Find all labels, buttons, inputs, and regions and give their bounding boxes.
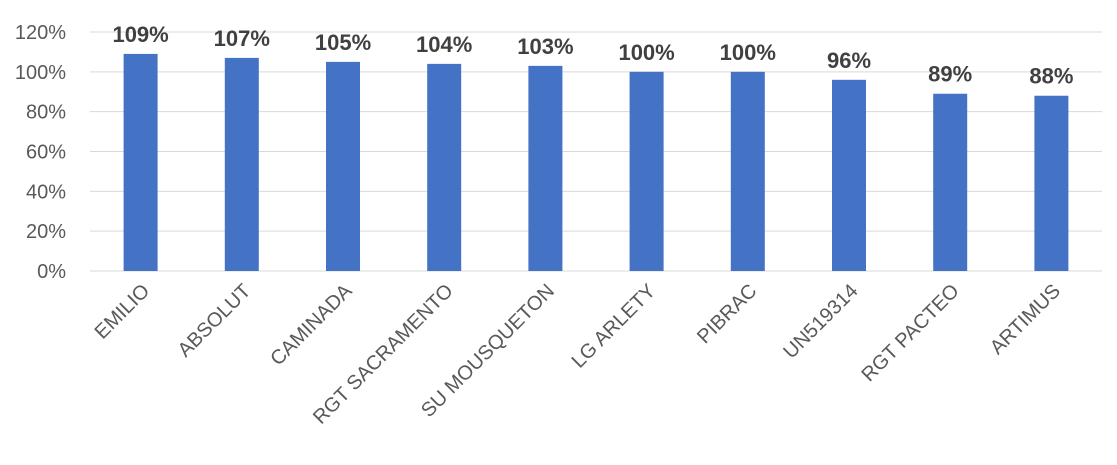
- data-label: 89%: [928, 62, 972, 87]
- x-tick-label: RGT PACTEO: [858, 280, 964, 386]
- data-label: 105%: [315, 30, 371, 55]
- y-tick-label: 0%: [37, 261, 66, 283]
- data-label: 100%: [720, 40, 776, 65]
- x-tick-label: CAMINADA: [266, 280, 357, 371]
- y-tick-label: 60%: [26, 142, 66, 164]
- bar: [933, 93, 968, 271]
- data-label: 103%: [517, 34, 573, 59]
- bar: [629, 71, 664, 271]
- x-tick-label: PIBRAC: [693, 280, 761, 348]
- x-tick-label: ABSOLUT: [174, 280, 256, 362]
- bar: [326, 61, 360, 271]
- data-label: 88%: [1029, 64, 1073, 89]
- bar: [730, 71, 765, 271]
- data-labels: 109% 107% 105% 104% 103% 100% 100% 96% 89% 88%: [112, 22, 1073, 89]
- bars: [123, 53, 1069, 272]
- bar: [427, 63, 462, 271]
- x-tick-label: UN519314: [779, 280, 862, 363]
- y-axis-tick-labels: 0% 20% 40% 60% 80% 100% 120%: [15, 22, 66, 283]
- y-tick-label: 20%: [26, 221, 66, 243]
- x-tick-label: EMILIO: [91, 280, 154, 343]
- bar: [224, 57, 259, 272]
- y-tick-label: 80%: [26, 102, 66, 124]
- x-tick-label: ARTIMUS: [986, 280, 1065, 359]
- data-label: 100%: [618, 40, 674, 65]
- x-tick-label: LG ARLETY: [568, 280, 661, 373]
- bar: [528, 65, 563, 271]
- bar: [832, 79, 866, 271]
- bar: [123, 53, 158, 272]
- data-label: 107%: [214, 26, 270, 51]
- data-label: 104%: [416, 32, 472, 57]
- y-tick-label: 120%: [15, 22, 66, 44]
- data-label: 109%: [112, 22, 168, 47]
- y-tick-label: 40%: [26, 181, 66, 203]
- bar: [1034, 95, 1069, 271]
- data-label: 96%: [827, 48, 871, 73]
- y-tick-label: 100%: [15, 62, 66, 84]
